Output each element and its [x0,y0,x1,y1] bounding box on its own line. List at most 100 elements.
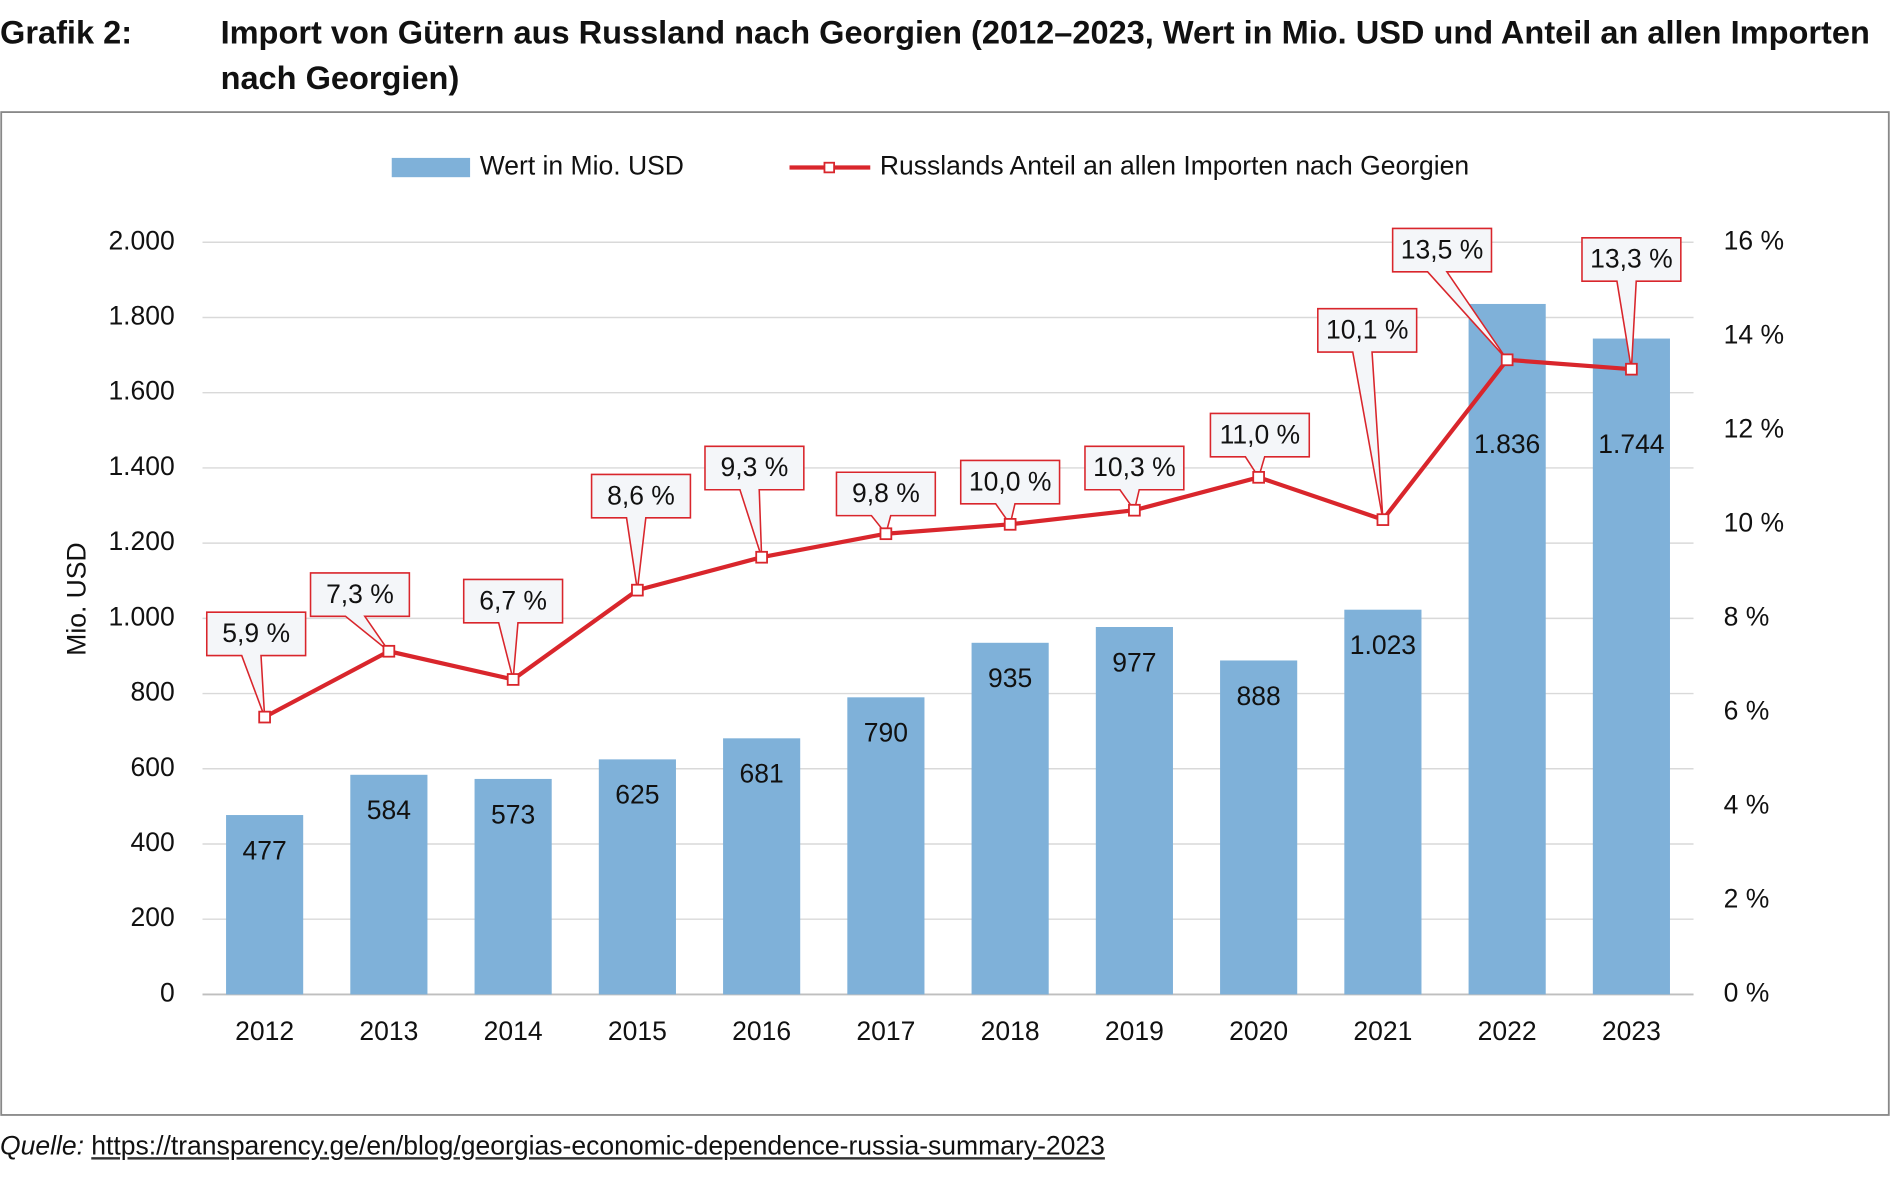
callout [590,473,692,591]
x-tick-label: 2021 [1353,1016,1412,1046]
bar [1592,338,1670,995]
bar-value-label: 573 [491,799,535,829]
point-value-label: 9,3 % [721,452,789,482]
callout [205,611,307,718]
y2-tick-label: 14 % [1724,319,1784,349]
y-tick-label: 1.600 [108,376,174,406]
y2-tick-label: 2 % [1724,883,1770,913]
bar [847,697,925,995]
point-value-label: 10,0 % [969,466,1052,496]
bar [971,642,1049,995]
bar [1220,660,1298,995]
x-tick-label: 2023 [1602,1016,1661,1046]
point-value-label: 13,3 % [1590,244,1673,274]
x-tick-label: 2017 [856,1016,915,1046]
y-tick-label: 1.400 [108,451,174,481]
legend-label: Wert in Mio. USD [480,151,684,181]
y-tick-label: 400 [131,827,175,857]
callout [1581,237,1682,370]
bar-value-label: 625 [615,780,659,810]
callout [704,445,805,558]
bar [723,738,801,995]
callout [309,572,411,652]
bar [474,778,552,995]
point-value-label: 5,9 % [222,618,290,648]
point [1128,503,1141,517]
point-value-label: 10,3 % [1093,452,1176,482]
point [258,710,271,724]
bar-value-label: 1.023 [1350,630,1416,660]
x-tick-label: 2013 [359,1016,418,1046]
source: Quelle: https://transparency.ge/en/blog/g… [0,1131,1105,1162]
y2-tick-label: 12 % [1724,413,1784,443]
callout [1391,227,1508,361]
bar-value-label: 790 [864,718,908,748]
bar-value-label: 888 [1237,681,1281,711]
point-value-label: 8,6 % [607,480,675,510]
y-tick-label: 1.800 [108,300,174,330]
y2-tick-label: 6 % [1724,695,1770,725]
x-tick-label: 2018 [981,1016,1040,1046]
callout [959,459,1061,527]
bar [1095,626,1173,995]
point [382,644,396,658]
y-tick-label: 2.000 [108,225,174,255]
point-value-label: 6,7 % [479,585,547,615]
x-tick-label: 2012 [235,1016,294,1046]
figure-label: Grafik 2: [0,14,133,51]
point-value-label: 9,8 % [852,478,920,508]
bar [598,759,676,995]
y-axis-title: Mio. USD [61,542,91,655]
bar-value-label: 681 [740,759,784,789]
point [1376,513,1390,526]
source-link: https://transparency.ge/en/blog/georgias… [91,1130,1105,1161]
x-tick-label: 2019 [1105,1016,1164,1046]
point [755,550,768,564]
point [879,527,893,541]
callout [835,471,937,536]
point-value-label: 13,5 % [1401,234,1484,264]
legend-swatch [823,161,836,174]
y2-tick-label: 0 % [1724,977,1770,1007]
point [1500,353,1514,367]
y-tick-label: 600 [131,752,175,782]
y2-tick-label: 4 % [1724,789,1770,819]
y-tick-label: 200 [131,902,175,932]
x-tick-label: 2015 [608,1016,667,1046]
y-tick-label: 0 [160,977,175,1007]
y-tick-label: 1.000 [108,601,174,631]
y-tick-label: 800 [131,677,175,707]
point [631,583,644,597]
point [1003,518,1017,531]
bar-value-label: 935 [988,663,1032,693]
y2-tick-label: 16 % [1724,225,1784,255]
point-value-label: 11,0 % [1220,419,1301,449]
bar-value-label: 477 [243,835,287,865]
x-tick-label: 2020 [1229,1016,1288,1046]
bar [350,774,428,995]
y-tick-label: 1.200 [108,526,174,556]
chart-title: Import von Gütern aus Russland nach Geor… [220,14,1870,97]
callout [1209,412,1311,480]
bar [1344,609,1422,995]
bar-value-label: 1.744 [1598,429,1664,459]
x-tick-label: 2014 [484,1016,543,1046]
legend-label: Russlands Anteil an allen Importen nach … [880,151,1469,181]
bar-value-label: 977 [1112,647,1156,677]
callout [1084,445,1185,513]
bar [226,815,304,995]
y2-tick-label: 8 % [1724,601,1770,631]
callout [1317,307,1418,520]
bar-value-label: 584 [367,795,411,825]
point-value-label: 10,1 % [1326,315,1409,345]
x-tick-label: 2016 [732,1016,791,1046]
point [506,673,520,686]
bar [1468,303,1546,995]
legend-swatch [391,157,471,178]
chart-frame [0,111,1890,1116]
callout [462,578,564,680]
y2-tick-label: 10 % [1724,507,1784,537]
point-value-label: 7,3 % [326,579,394,609]
